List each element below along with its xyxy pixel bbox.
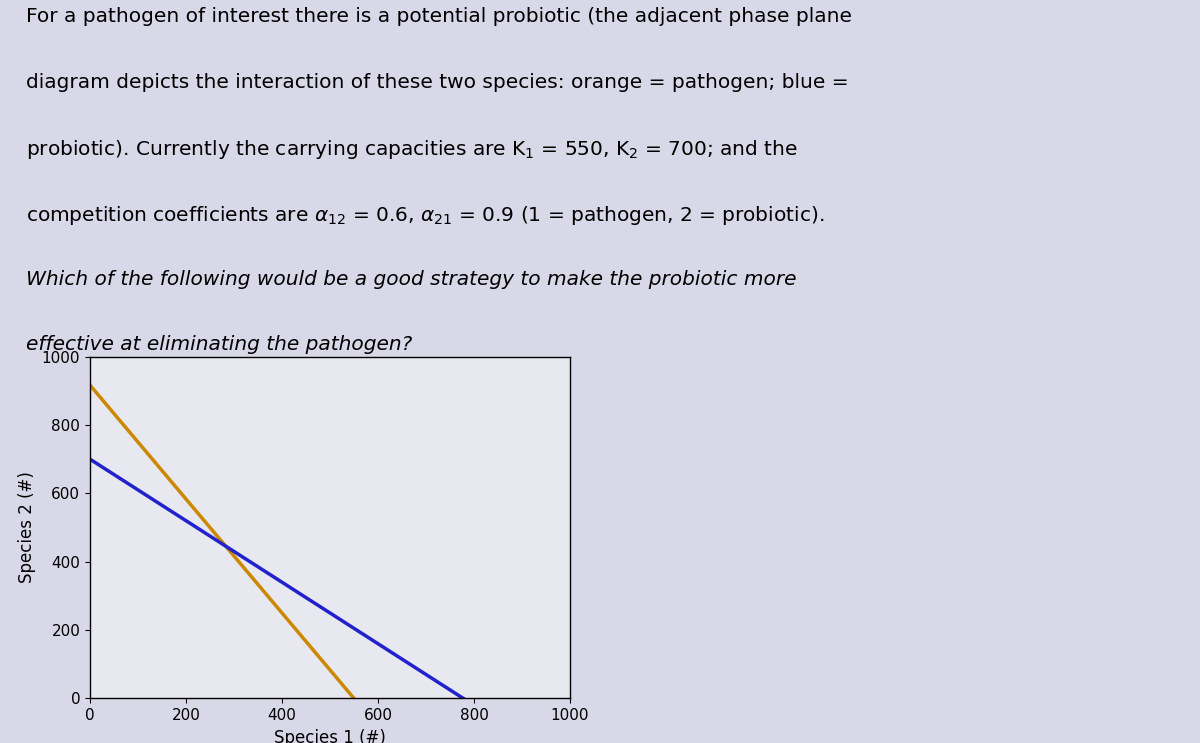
Y-axis label: Species 2 (#): Species 2 (#) <box>18 472 36 583</box>
Text: competition coefficients are $\alpha_{12}$ = 0.6, $\alpha_{21}$ = 0.9 (1 = patho: competition coefficients are $\alpha_{12… <box>26 204 824 227</box>
Text: probiotic). Currently the carrying capacities are K$_1$ = 550, K$_2$ = 700; and : probiotic). Currently the carrying capac… <box>26 138 798 161</box>
Text: diagram depicts the interaction of these two species: orange = pathogen; blue =: diagram depicts the interaction of these… <box>26 73 848 92</box>
Text: For a pathogen of interest there is a potential probiotic (the adjacent phase pl: For a pathogen of interest there is a po… <box>26 7 852 27</box>
Text: effective at eliminating the pathogen?: effective at eliminating the pathogen? <box>26 335 413 354</box>
X-axis label: Species 1 (#): Species 1 (#) <box>274 729 386 743</box>
Text: Which of the following would be a good strategy to make the probiotic more: Which of the following would be a good s… <box>26 270 797 288</box>
